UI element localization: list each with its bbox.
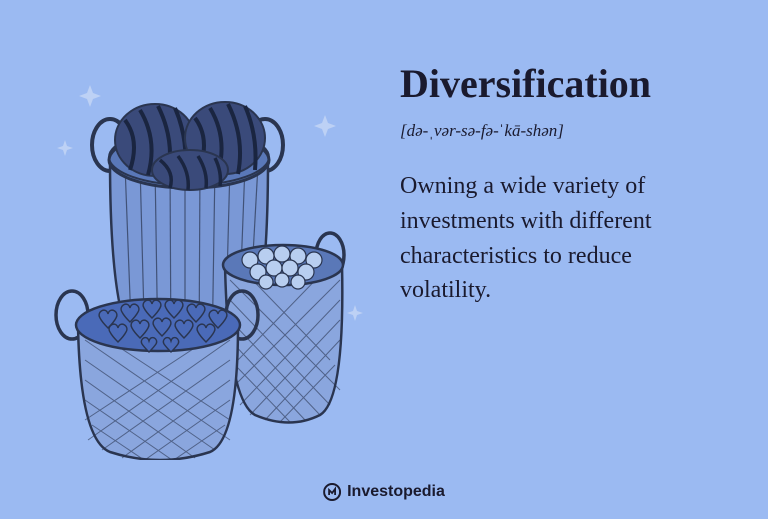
baskets-svg bbox=[30, 50, 370, 460]
baskets-illustration bbox=[30, 50, 370, 459]
brand-logo: Investopedia bbox=[323, 483, 445, 501]
definition-text-block: Diversification [də-ˌvər-sə-fə-ˈkā-shən]… bbox=[370, 50, 728, 459]
brand-name: Investopedia bbox=[347, 483, 445, 501]
term-title: Diversification bbox=[400, 60, 728, 107]
definition-card: Diversification [də-ˌvər-sə-fə-ˈkā-shən]… bbox=[0, 0, 768, 519]
brand-logo-icon bbox=[323, 483, 341, 501]
term-definition: Owning a wide variety of investments wit… bbox=[400, 169, 728, 308]
term-pronunciation: [də-ˌvər-sə-fə-ˈkā-shən] bbox=[400, 121, 728, 141]
